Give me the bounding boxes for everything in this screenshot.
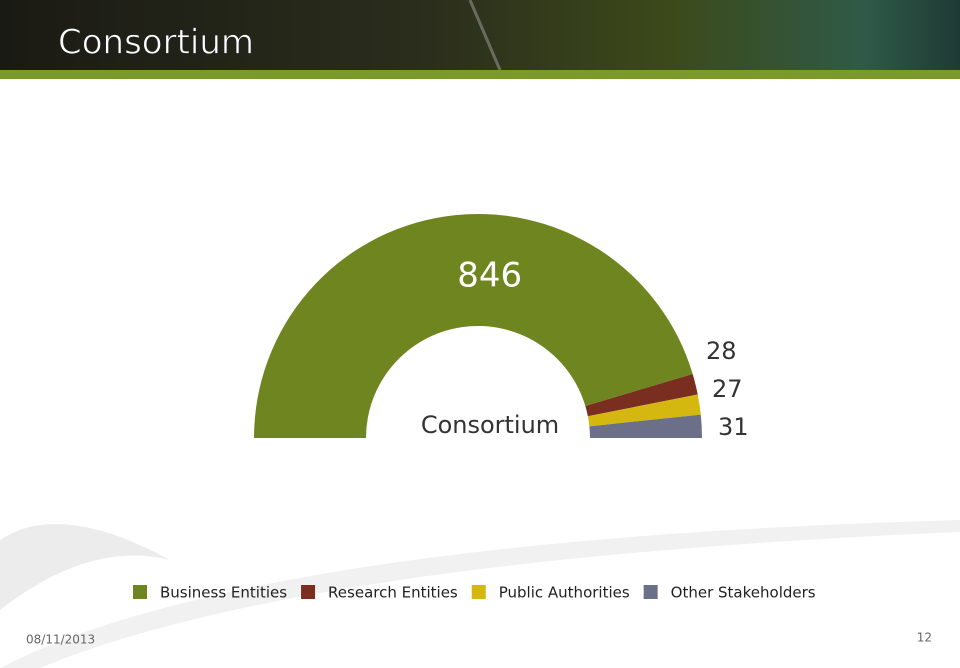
data-label: 31 — [718, 413, 749, 441]
donut-segment — [254, 214, 693, 438]
legend-label: Other Stakeholders — [671, 584, 816, 602]
legend-swatch — [133, 585, 147, 599]
legend-swatch — [301, 585, 316, 599]
data-label: 28 — [706, 337, 737, 365]
legend-label: Research Entities — [328, 584, 458, 602]
data-label: 846 — [457, 255, 522, 295]
footer-date: 08/11/2013 — [26, 633, 95, 647]
donut-segment — [589, 414, 702, 438]
legend-label: Business Entities — [160, 584, 287, 602]
legend-swatch — [471, 585, 486, 599]
bg-swoosh — [0, 520, 960, 668]
slide-title: Consortium — [58, 23, 254, 63]
header-stripe — [0, 70, 960, 79]
page-number: 12 — [917, 631, 932, 645]
legend-swatch — [643, 585, 658, 599]
bg-swoosh — [0, 524, 170, 610]
donut-segment — [587, 394, 701, 427]
chart: 846 31 27 28 Consortium Business Entities Rese… — [133, 214, 816, 602]
header-banner — [0, 0, 960, 70]
center-label: Consortium — [421, 411, 559, 439]
header-decor — [468, 0, 502, 71]
legend-label: Public Authorities — [499, 584, 630, 602]
data-label: 27 — [712, 375, 743, 403]
donut-segment — [585, 373, 698, 417]
